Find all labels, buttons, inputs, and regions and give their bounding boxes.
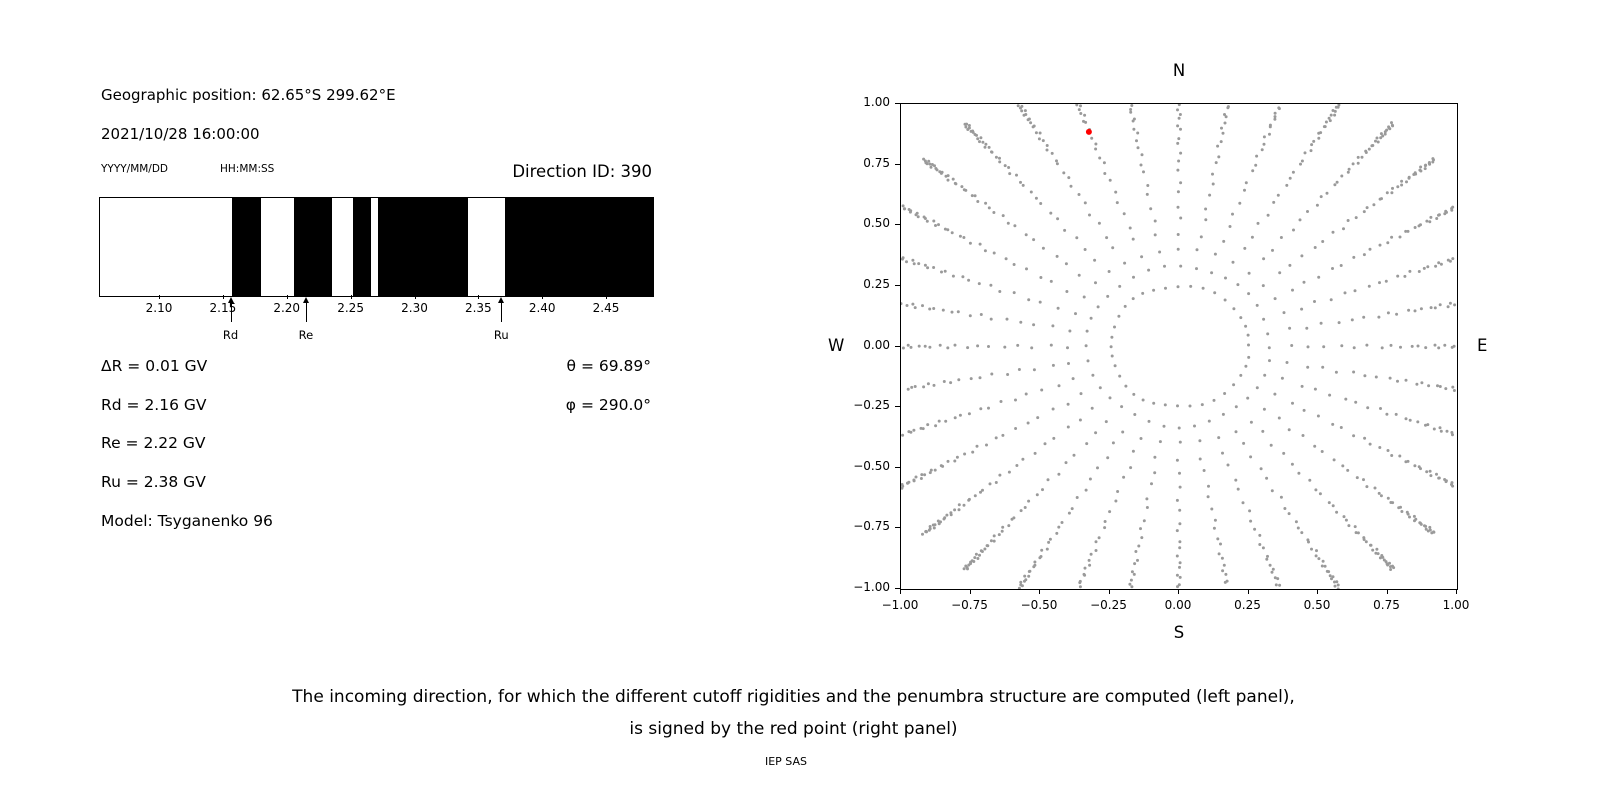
y-tick-label: 1.00 <box>863 95 890 109</box>
cutoff-marker-label: Ru <box>493 328 509 342</box>
geo-position-text: Geographic position: 62.65°S 299.62°E <box>101 86 396 104</box>
direction-dots <box>901 104 1457 589</box>
re-text: Re = 2.22 GV <box>101 434 206 452</box>
x-tick-label: −1.00 <box>881 598 919 612</box>
compass-south-label: S <box>1173 623 1185 642</box>
x-tick-label: 2.20 <box>273 301 301 315</box>
caption-line-1: The incoming direction, for which the di… <box>292 687 1295 707</box>
direction-scatter-svg <box>901 104 1457 589</box>
theta-text: θ = 69.89° <box>566 357 651 375</box>
x-tick-label: 1.00 <box>1442 598 1470 612</box>
x-tick-label: 2.45 <box>592 301 620 315</box>
x-tick-label: 0.50 <box>1303 598 1331 612</box>
delta-r-text: ΔR = 0.01 GV <box>101 357 208 375</box>
credit-text: IEP SAS <box>764 755 808 768</box>
cutoff-marker-label: Rd <box>222 328 239 342</box>
x-tick-label: 2.40 <box>528 301 556 315</box>
ru-text: Ru = 2.38 GV <box>101 473 206 491</box>
model-text: Model: Tsyganenko 96 <box>101 512 273 530</box>
red-point-marker <box>1085 128 1092 135</box>
forbidden-band <box>378 198 468 296</box>
x-tick-label: 0.25 <box>1234 598 1261 612</box>
x-tick-label: 2.10 <box>145 301 173 315</box>
cutoff-arrow-head-icon <box>302 297 309 303</box>
x-tick-label: −0.50 <box>1020 598 1058 612</box>
cutoff-arrow-head-icon <box>227 297 234 303</box>
cutoff-arrow-head-icon <box>498 297 505 303</box>
x-tick-label: 0.00 <box>1164 598 1192 612</box>
y-tick-label: −0.25 <box>853 398 890 413</box>
y-tick-label: 0.75 <box>863 155 890 170</box>
cutoff-arrow-line <box>501 302 503 322</box>
rd-text: Rd = 2.16 GV <box>101 396 207 414</box>
date-format-label: YYYY/MM/DD <box>101 163 169 175</box>
forbidden-band <box>352 198 371 296</box>
cutoff-arrow-line <box>305 302 307 322</box>
y-tick-label: −0.50 <box>853 458 890 473</box>
y-tick-label: −0.75 <box>853 519 890 534</box>
caption-line-2: is signed by the red point (right panel) <box>629 719 958 739</box>
time-format-label: HH:MM:SS <box>220 163 275 175</box>
x-tick-label: 0.75 <box>1373 598 1400 612</box>
x-tick-label: −0.75 <box>951 598 988 612</box>
x-tick-label: 2.35 <box>464 301 492 315</box>
x-tick-label: 2.15 <box>209 301 237 315</box>
x-tick-label: −0.25 <box>1090 598 1127 612</box>
x-tick-label: 2.30 <box>401 301 428 315</box>
penumbra-plot <box>99 197 654 297</box>
forbidden-band <box>504 198 653 296</box>
phi-text: φ = 290.0° <box>565 396 651 414</box>
compass-east-label: E <box>1477 336 1488 355</box>
datetime-text: 2021/10/28 16:00:00 <box>101 125 260 143</box>
y-tick-label: −1.00 <box>853 580 890 594</box>
direction-id-text: Direction ID: 390 <box>512 162 652 181</box>
y-tick-label: 0.50 <box>863 216 890 231</box>
compass-west-label: W <box>828 336 845 355</box>
forbidden-band <box>231 198 261 296</box>
compass-north-label: N <box>1172 61 1186 80</box>
forbidden-band <box>294 198 333 296</box>
x-tick-label: 2.25 <box>337 301 364 315</box>
cutoff-arrow-line <box>230 302 232 322</box>
y-tick-label: 0.25 <box>863 276 890 291</box>
cutoff-marker-label: Re <box>298 328 314 342</box>
direction-plot <box>900 103 1458 590</box>
